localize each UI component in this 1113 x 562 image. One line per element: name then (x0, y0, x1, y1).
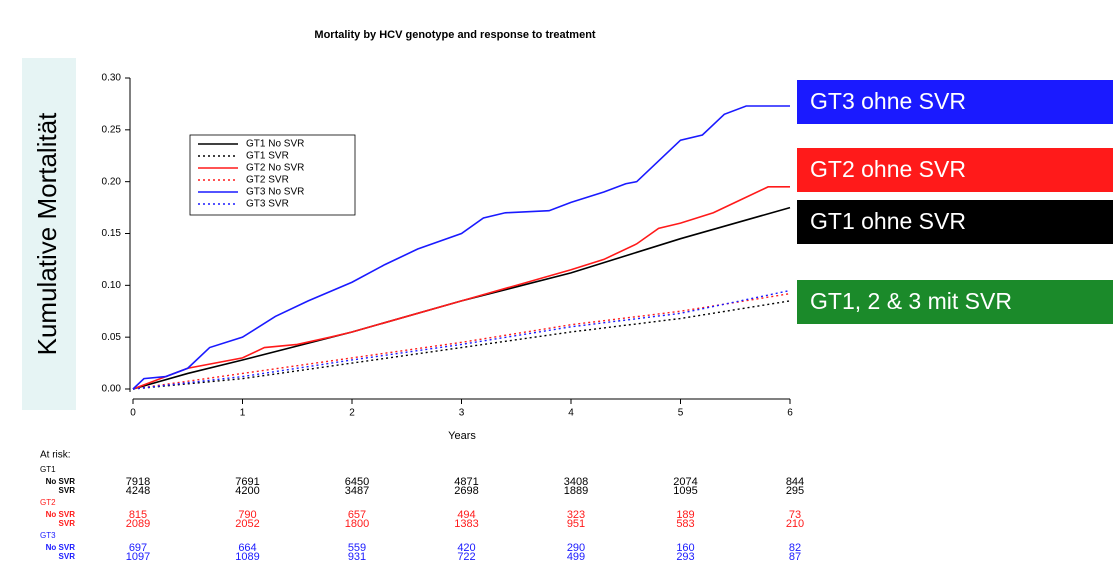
series-line (132, 105, 790, 390)
y-tick-label: 0.30 (102, 73, 122, 84)
at-risk-value: 931 (348, 551, 366, 562)
at-risk-value: 210 (786, 518, 804, 530)
row-label: SVR (59, 552, 76, 561)
y-tick-label: 0.25 (102, 124, 122, 135)
y-tick-label: 0.20 (102, 176, 122, 187)
series-line (132, 206, 791, 390)
row-label: No SVR (46, 477, 76, 486)
at-risk-value: 1097 (126, 551, 150, 562)
legend-label: GT2 SVR (246, 175, 289, 186)
x-axis-label: Years (448, 430, 476, 442)
row-label: SVR (59, 486, 76, 495)
at-risk-value: 290 (567, 542, 585, 554)
series-line (132, 292, 791, 390)
series-line (132, 289, 791, 390)
at-risk-value: 1889 (564, 485, 588, 497)
x-tick-label: 0 (130, 408, 136, 419)
annotation-text: GT1, 2 & 3 mit SVR (810, 288, 1012, 314)
annotation-text: GT2 ohne SVR (810, 156, 966, 182)
at-risk-value: 420 (457, 542, 475, 554)
annotation-box (797, 80, 1113, 124)
chart-title: Mortality by HCV genotype and response t… (314, 29, 595, 41)
at-risk-value: 7691 (235, 476, 259, 488)
at-risk-value: 494 (457, 509, 475, 521)
at-risk-value: 1800 (345, 518, 369, 530)
y-tick-label: 0.05 (102, 332, 122, 343)
x-tick-label: 4 (568, 408, 574, 419)
group-label: GT3 (40, 531, 56, 540)
row-label: No SVR (46, 510, 76, 519)
at-risk-value: 559 (348, 542, 366, 554)
at-risk-value: 2074 (673, 476, 697, 488)
x-tick-label: 6 (787, 408, 793, 419)
y-axis-label: Kumulative Mortalität (32, 112, 62, 356)
x-tick-label: 3 (459, 408, 465, 419)
at-risk-value: 87 (789, 551, 801, 562)
legend-label: GT2 No SVR (246, 163, 304, 174)
annotation-box (797, 148, 1113, 192)
at-risk-value: 7918 (126, 476, 150, 488)
at-risk-value: 951 (567, 518, 585, 530)
row-label: No SVR (46, 543, 76, 552)
legend-label: GT1 No SVR (246, 139, 304, 150)
at-risk-value: 6450 (345, 476, 369, 488)
annotation-text: GT1 ohne SVR (810, 208, 966, 234)
at-risk-value: 697 (129, 542, 147, 554)
at-risk-value: 2052 (235, 518, 259, 530)
at-risk-value: 844 (786, 476, 804, 488)
group-label: GT1 (40, 465, 56, 474)
at-risk-value: 1089 (235, 551, 259, 562)
annotation-box (797, 280, 1113, 324)
at-risk-value: 323 (567, 509, 585, 521)
legend-label: GT1 SVR (246, 151, 289, 162)
series-line (132, 186, 790, 390)
at-risk-value: 815 (129, 509, 147, 521)
at-risk-value: 4871 (454, 476, 478, 488)
at-risk-value: 4200 (235, 485, 259, 497)
at-risk-value: 722 (457, 551, 475, 562)
at-risk-value: 499 (567, 551, 585, 562)
at-risk-value: 2089 (126, 518, 150, 530)
at-risk-value: 664 (238, 542, 256, 554)
at-risk-value: 657 (348, 509, 366, 521)
at-risk-value: 293 (676, 551, 694, 562)
y-tick-label: 0.10 (102, 280, 122, 291)
at-risk-value: 1383 (454, 518, 478, 530)
at-risk-value: 160 (676, 542, 694, 554)
legend-label: GT3 No SVR (246, 187, 304, 198)
series-line (132, 300, 791, 390)
x-tick-label: 2 (349, 408, 355, 419)
at-risk-value: 3487 (345, 485, 369, 497)
legend-box (189, 134, 356, 216)
at-risk-value: 583 (676, 518, 694, 530)
y-tick-label: 0.00 (102, 384, 122, 395)
group-label: GT2 (40, 498, 56, 507)
at-risk-value: 82 (789, 542, 801, 554)
at-risk-value: 3408 (564, 476, 588, 488)
at-risk-value: 4248 (126, 485, 150, 497)
row-label: SVR (59, 519, 76, 528)
annotation-box (797, 200, 1113, 244)
x-tick-label: 5 (678, 408, 684, 419)
at-risk-value: 295 (786, 485, 804, 497)
annotation-text: GT3 ohne SVR (810, 88, 966, 114)
at-risk-label: At risk: (40, 450, 71, 461)
at-risk-value: 1095 (673, 485, 697, 497)
at-risk-value: 189 (676, 509, 694, 521)
ylabel-box (22, 58, 76, 410)
x-tick-label: 1 (240, 408, 246, 419)
at-risk-value: 2698 (454, 485, 478, 497)
legend-label: GT3 SVR (246, 199, 289, 210)
y-tick-label: 0.15 (102, 228, 122, 239)
at-risk-value: 790 (238, 509, 256, 521)
at-risk-value: 73 (789, 509, 801, 521)
